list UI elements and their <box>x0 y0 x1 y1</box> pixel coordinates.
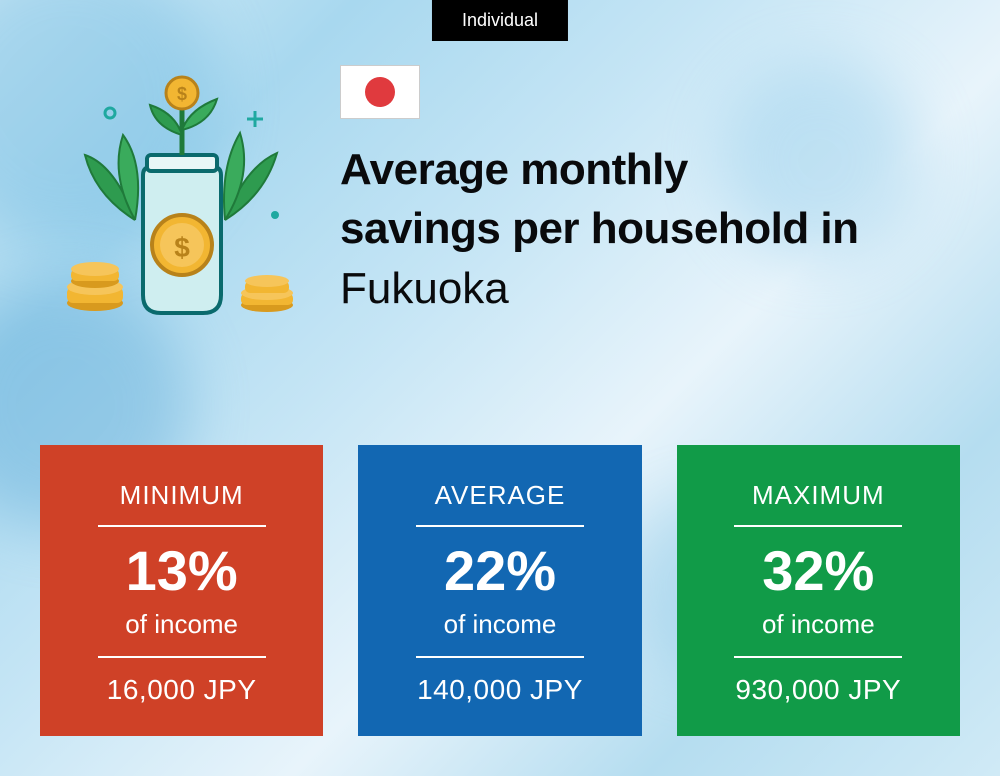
coin-stack-icon <box>67 262 123 311</box>
growth-plant-icon: $ <box>150 77 217 155</box>
stat-card-minimum: MINIMUM 13% of income 16,000 JPY <box>40 445 323 736</box>
page-title: Average monthly savings per household in… <box>340 140 960 318</box>
japan-flag-icon <box>340 65 420 119</box>
coin-stack-icon <box>241 275 293 312</box>
card-label: AVERAGE <box>383 480 616 511</box>
category-badge: Individual <box>432 0 568 41</box>
card-sub: of income <box>383 609 616 640</box>
stat-card-maximum: MAXIMUM 32% of income 930,000 JPY <box>677 445 960 736</box>
card-value: 930,000 JPY <box>702 674 935 706</box>
card-percent: 13% <box>65 543 298 599</box>
sparkle-icon <box>105 108 115 118</box>
title-city: Fukuoka <box>340 259 960 318</box>
stat-card-average: AVERAGE 22% of income 140,000 JPY <box>358 445 641 736</box>
card-sub: of income <box>65 609 298 640</box>
card-value: 16,000 JPY <box>65 674 298 706</box>
svg-text:$: $ <box>177 84 187 104</box>
divider <box>416 525 584 527</box>
divider <box>734 525 902 527</box>
divider <box>98 525 266 527</box>
sparkle-icon <box>247 111 263 127</box>
savings-illustration: $ $ <box>55 75 305 325</box>
divider <box>734 656 902 658</box>
card-label: MAXIMUM <box>702 480 935 511</box>
title-line: Average monthly <box>340 140 960 199</box>
card-percent: 32% <box>702 543 935 599</box>
divider <box>416 656 584 658</box>
card-percent: 22% <box>383 543 616 599</box>
card-value: 140,000 JPY <box>383 674 616 706</box>
savings-jar-icon: $ <box>143 155 221 313</box>
sparkle-icon <box>271 211 279 219</box>
divider <box>98 656 266 658</box>
card-sub: of income <box>702 609 935 640</box>
stat-cards: MINIMUM 13% of income 16,000 JPY AVERAGE… <box>40 445 960 736</box>
title-line: savings per household in <box>340 199 960 258</box>
svg-text:$: $ <box>174 232 190 263</box>
card-label: MINIMUM <box>65 480 298 511</box>
